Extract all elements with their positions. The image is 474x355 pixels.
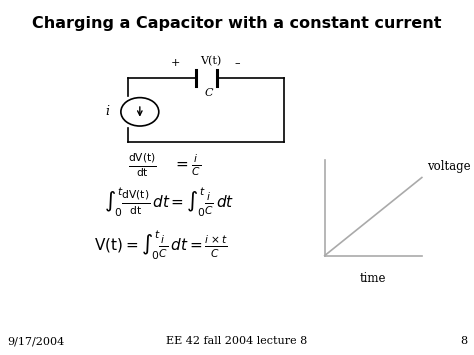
Text: $\int_0^t \frac{\mathrm{dV(t)}}{\mathrm{dt}}\,dt$: $\int_0^t \frac{\mathrm{dV(t)}}{\mathrm{… xyxy=(104,186,171,219)
Text: Charging a Capacitor with a constant current: Charging a Capacitor with a constant cur… xyxy=(32,16,442,31)
Text: $= \frac{\mathit{i}}{\mathit{C}}$: $= \frac{\mathit{i}}{\mathit{C}}$ xyxy=(173,152,201,178)
Text: C: C xyxy=(204,88,213,98)
Text: 9/17/2004: 9/17/2004 xyxy=(7,336,64,346)
Text: +: + xyxy=(171,58,180,68)
Text: i: i xyxy=(105,105,109,118)
Text: V(t): V(t) xyxy=(201,56,221,67)
Text: voltage: voltage xyxy=(427,160,470,173)
Text: $\frac{\mathrm{dV(t)}}{\mathrm{dt}}$: $\frac{\mathrm{dV(t)}}{\mathrm{dt}}$ xyxy=(128,151,156,179)
Text: 8: 8 xyxy=(460,336,467,346)
Text: –: – xyxy=(234,58,240,68)
Text: time: time xyxy=(360,272,386,285)
Text: EE 42 fall 2004 lecture 8: EE 42 fall 2004 lecture 8 xyxy=(166,336,308,346)
Text: $\mathrm{V(t)} = \int_0^t \frac{\mathit{i}}{\mathit{C}}\,dt = \frac{\mathit{i} \: $\mathrm{V(t)} = \int_0^t \frac{\mathit{… xyxy=(94,228,228,262)
Text: $= \int_0^t \frac{\mathit{i}}{\mathit{C}}\,dt$: $= \int_0^t \frac{\mathit{i}}{\mathit{C}… xyxy=(168,186,235,219)
